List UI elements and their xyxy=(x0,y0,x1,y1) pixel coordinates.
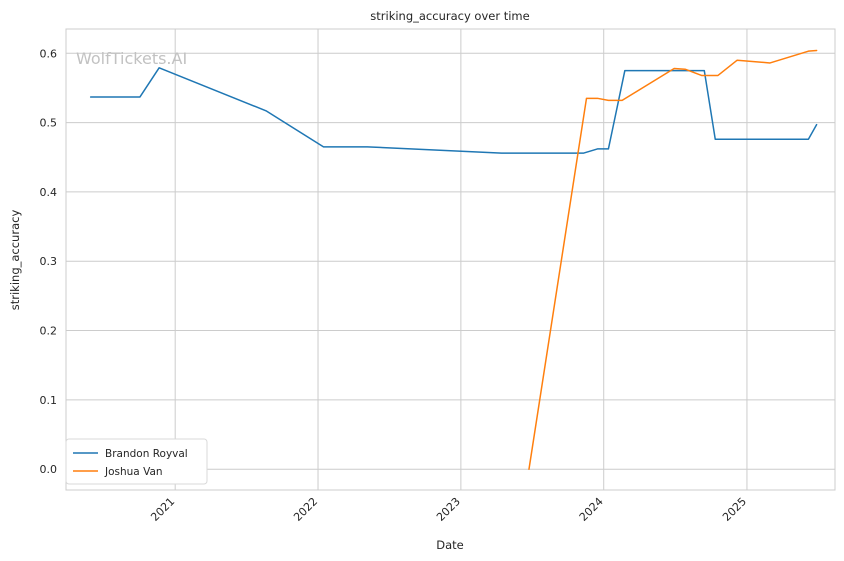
y-tick-label: 0.4 xyxy=(40,186,58,199)
series-lines xyxy=(89,49,818,470)
y-tick-label: 0.3 xyxy=(40,255,58,268)
y-tick-label: 0.0 xyxy=(40,463,58,476)
chart-title: striking_accuracy over time xyxy=(370,9,529,23)
y-axis-label: striking_accuracy xyxy=(8,210,22,311)
y-tick-label: 0.5 xyxy=(40,117,58,130)
y-tick-label: 0.2 xyxy=(40,325,58,338)
watermark: WolfTickets.AI xyxy=(76,49,187,68)
plot-area xyxy=(65,28,836,491)
legend-box xyxy=(65,438,208,485)
grid xyxy=(66,29,835,490)
series-line-joshua-van xyxy=(528,49,818,470)
y-tick-label: 0.1 xyxy=(40,394,58,407)
series-line-brandon-royval xyxy=(89,67,818,154)
y-tick-labels: 0.0 0.1 0.2 0.3 0.4 0.5 0.6 xyxy=(40,47,58,476)
legend-label-joshua-van: Joshua Van xyxy=(104,466,163,478)
x-axis-label: Date xyxy=(436,538,464,552)
y-tick-label: 0.6 xyxy=(40,47,58,60)
legend: Brandon Royval Joshua Van xyxy=(65,438,208,485)
legend-label-brandon-royval: Brandon Royval xyxy=(105,448,188,460)
